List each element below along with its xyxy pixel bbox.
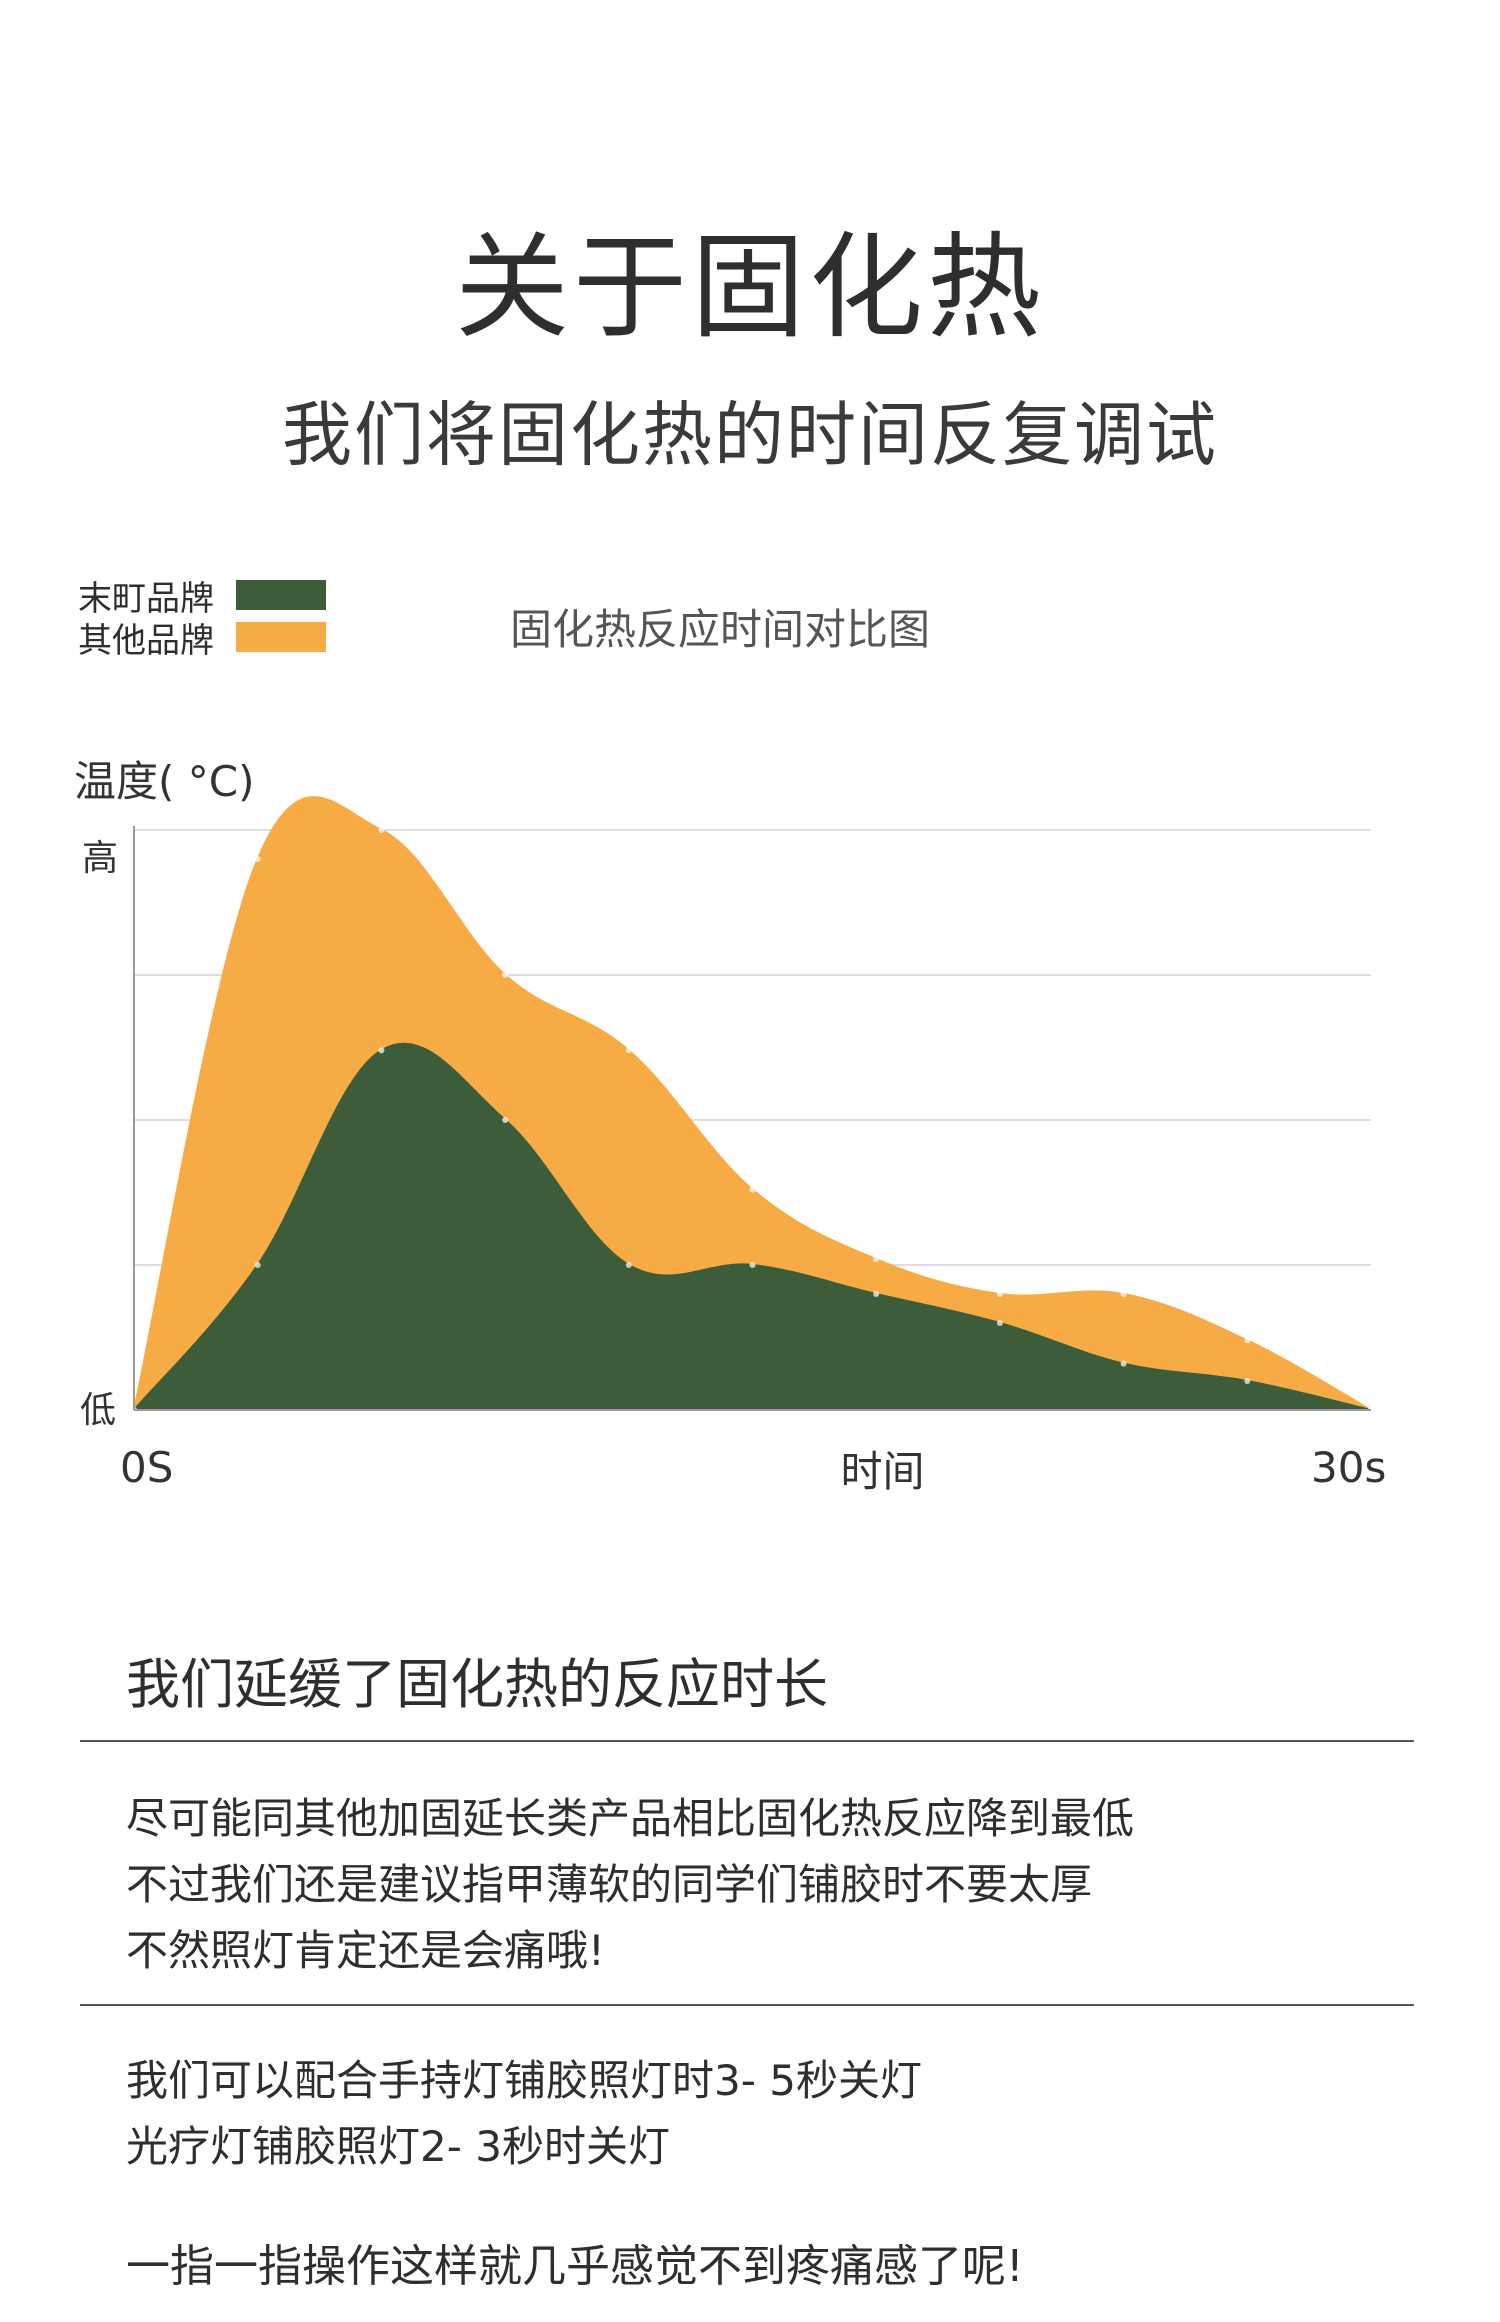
chart-legend: 末町品牌 其他品牌: [78, 574, 326, 661]
page-title: 关于固化热: [454, 221, 1045, 354]
data-point: [1120, 1291, 1127, 1297]
legend-item-brand: 末町品牌: [78, 574, 326, 619]
legend-swatch: [236, 580, 326, 610]
paragraph-line: 光疗灯铺胶照灯2- 3秒时关灯: [126, 2122, 670, 2171]
legend-swatch: [236, 622, 326, 652]
data-point: [1244, 1378, 1251, 1384]
section-heading: 我们延缓了固化热的反应时长: [126, 1653, 828, 1716]
y-tick-low: 低: [80, 1390, 116, 1431]
paragraph-line: 尽可能同其他加固延长类产品相比固化热反应降到最低: [126, 1794, 1135, 1843]
data-points: [131, 827, 1374, 1413]
data-point: [625, 1047, 632, 1054]
legend-label: 末町品牌: [78, 578, 214, 619]
data-point: [378, 827, 385, 833]
data-point: [873, 1291, 880, 1297]
x-tick-start: 0S: [120, 1443, 173, 1492]
data-point: [749, 1262, 756, 1268]
paragraph-1: 尽可能同其他加固延长类产品相比固化热反应降到最低 不过我们还是建议指甲薄软的同学…: [126, 1786, 1134, 1984]
data-point: [378, 1047, 385, 1054]
data-point: [502, 1117, 509, 1123]
x-axis-label: 时间: [840, 1447, 924, 1496]
data-point: [1244, 1337, 1251, 1344]
page-subtitle: 我们将固化热的时间反复调试: [282, 394, 1218, 476]
data-point: [502, 972, 509, 978]
divider: [80, 1740, 1414, 1742]
y-axis-label: 温度( °C): [74, 757, 255, 806]
y-tick-high: 高: [82, 838, 118, 879]
closing-text: 一指一指操作这样就几乎感觉不到疼痛感了呢!: [126, 2241, 1024, 2292]
data-point: [254, 1262, 261, 1268]
chart-caption: 固化热反应时间对比图: [510, 605, 931, 654]
paragraph-2: 我们可以配合手持灯铺胶照灯时3- 5秒关灯 光疗灯铺胶照灯2- 3秒时关灯: [126, 2048, 922, 2180]
area-series-brand: [131, 1043, 1372, 1411]
data-point: [996, 1320, 1003, 1326]
paragraph-line: 不过我们还是建议指甲薄软的同学们铺胶时不要太厚: [126, 1860, 1093, 1909]
legend-item-others: 其他品牌: [78, 616, 326, 661]
data-point: [254, 856, 261, 862]
data-point: [1120, 1360, 1127, 1367]
x-tick-end: 30s: [1311, 1443, 1386, 1492]
data-point: [873, 1256, 880, 1263]
data-point: [749, 1186, 756, 1193]
legend-label: 其他品牌: [78, 620, 214, 661]
data-point: [625, 1262, 632, 1268]
data-point: [996, 1291, 1003, 1297]
divider: [80, 2004, 1414, 2006]
paragraph-line: 我们可以配合手持灯铺胶照灯时3- 5秒关灯: [126, 2056, 922, 2105]
paragraph-line: 不然照灯肯定还是会痛哦!: [126, 1926, 605, 1975]
area-chart: 高 低 0S 30s 时间: [80, 796, 1386, 1496]
